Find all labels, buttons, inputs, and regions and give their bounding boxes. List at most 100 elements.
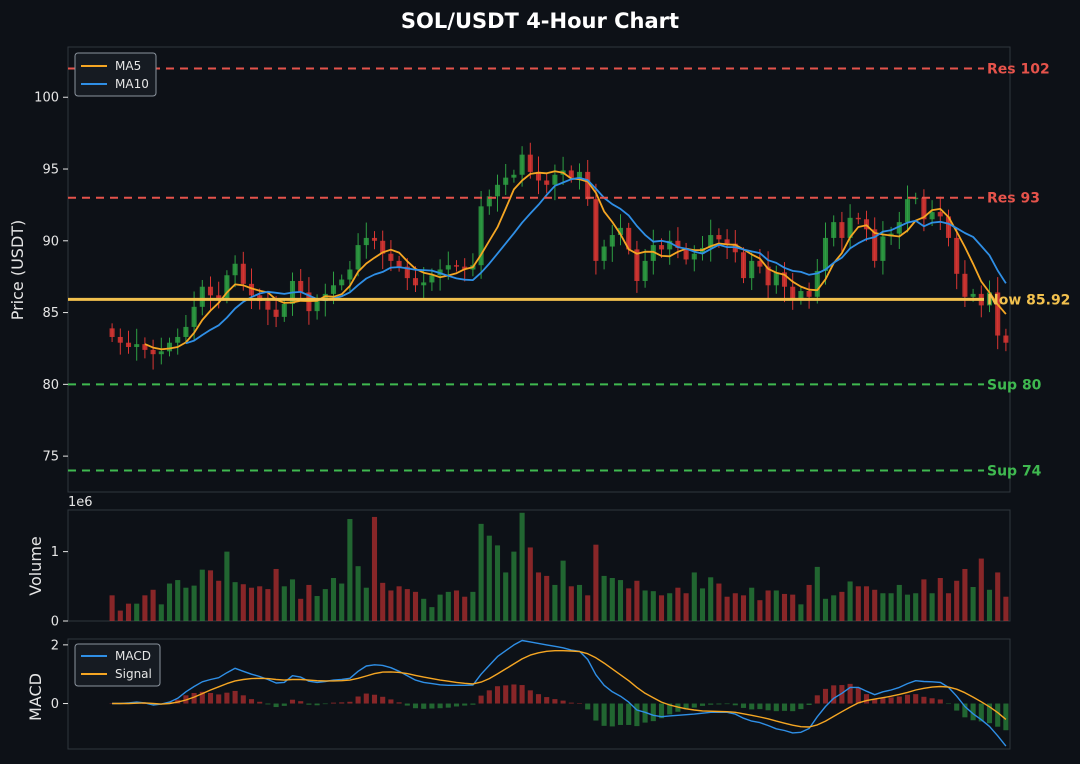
- volume-bar: [347, 519, 353, 621]
- volume-bar: [904, 594, 911, 621]
- volume-bar: [757, 600, 763, 621]
- macd-histogram-bar: [814, 695, 820, 704]
- macd-histogram-bar: [142, 703, 148, 705]
- candle-body: [281, 303, 287, 317]
- candle-body: [224, 275, 230, 299]
- candle-body: [617, 227, 624, 236]
- candle-body: [945, 216, 952, 238]
- macd-histogram-bar: [978, 703, 984, 722]
- volume-bar: [421, 598, 427, 621]
- macd-tick-label: 0: [51, 697, 59, 712]
- macd-histogram-bar: [150, 703, 156, 705]
- volume-bar: [470, 591, 476, 621]
- candle-body: [880, 236, 886, 261]
- candle-body: [125, 342, 132, 348]
- macd-histogram-bar: [240, 695, 246, 704]
- price-tick-label: 80: [42, 378, 59, 393]
- candle-body: [822, 237, 829, 271]
- price-legend-box: [74, 52, 157, 97]
- volume-bar: [658, 595, 665, 621]
- volume-bar: [207, 570, 214, 621]
- candle-body: [937, 212, 943, 217]
- volume-bar: [265, 589, 271, 621]
- candle-body: [847, 217, 853, 238]
- volume-bar: [576, 584, 583, 621]
- candle-body: [478, 206, 484, 266]
- volume-bar: [691, 572, 697, 621]
- volume-bar: [257, 586, 263, 621]
- price-panel-frame: [67, 46, 1011, 493]
- volume-bar: [806, 584, 812, 621]
- volume-bar: [609, 577, 615, 621]
- resistance-level-label: Res 93: [987, 191, 1040, 207]
- macd-histogram-bar: [929, 698, 935, 704]
- volume-bar: [732, 593, 738, 621]
- candle-body: [511, 174, 517, 178]
- macd-histogram-bar: [585, 703, 591, 710]
- volume-bar: [716, 583, 722, 621]
- volume-bar: [396, 586, 402, 621]
- volume-bar: [822, 598, 829, 621]
- macd-histogram-bar: [954, 703, 960, 711]
- macd-histogram-bar: [216, 694, 222, 704]
- candle-body: [773, 272, 779, 286]
- macd-histogram-bar: [699, 703, 706, 706]
- macd-histogram-bar: [199, 691, 205, 704]
- macd-histogram-bar: [519, 685, 525, 704]
- volume-bar: [306, 584, 312, 621]
- candle-body: [790, 286, 796, 300]
- volume-bar: [158, 604, 164, 621]
- candle-body: [929, 212, 935, 220]
- candle-body: [691, 253, 697, 260]
- candle-body: [248, 283, 255, 296]
- volume-bar: [863, 586, 870, 621]
- volume-bar: [248, 587, 255, 621]
- macd-histogram-bar: [986, 703, 993, 724]
- candle-body: [716, 235, 722, 240]
- macd-histogram-bar: [298, 701, 304, 704]
- macd-histogram-bar: [732, 703, 738, 706]
- volume-bar: [380, 582, 386, 621]
- macd-histogram-bar: [462, 703, 468, 706]
- candle-body: [675, 240, 681, 248]
- macd-histogram-bar: [921, 696, 927, 704]
- volume-bar: [175, 580, 181, 621]
- candle-body: [371, 237, 378, 241]
- candle-body: [421, 282, 427, 286]
- volume-bar: [937, 577, 943, 621]
- macd-histogram-bar: [412, 703, 419, 709]
- candle-body: [962, 273, 968, 297]
- candle-body: [486, 196, 492, 207]
- candle-body: [642, 260, 648, 281]
- macd-histogram-bar: [937, 699, 943, 704]
- volume-bar: [896, 584, 902, 621]
- volume-bar: [404, 589, 410, 621]
- macd-histogram-bar: [781, 703, 788, 711]
- candle-body: [568, 170, 574, 178]
- candle-body: [667, 240, 673, 250]
- price-axis-label: Price (USDT): [8, 220, 27, 321]
- candle-body: [552, 174, 558, 185]
- volume-bar: [781, 593, 788, 621]
- macd-histogram-bar: [995, 703, 1001, 727]
- candle-body: [396, 260, 402, 267]
- volume-bar: [199, 569, 205, 621]
- candle-body: [380, 240, 386, 254]
- candle-body: [863, 219, 870, 230]
- volume-bar: [339, 583, 345, 621]
- candle-body: [453, 265, 460, 267]
- macd-panel: 0 2 MACD Signal: [51, 638, 1011, 750]
- candle-body: [330, 285, 337, 294]
- macd-histogram-bar: [970, 703, 976, 721]
- candle-body: [347, 269, 353, 280]
- legend-label-signal: Signal: [115, 667, 152, 681]
- macd-histogram-bar: [888, 697, 894, 704]
- volume-bar: [724, 596, 730, 621]
- macd-histogram-bar: [962, 703, 968, 718]
- candle-body: [921, 197, 927, 220]
- volume-bar: [183, 587, 189, 621]
- volume-bar: [880, 593, 886, 621]
- volume-bar: [634, 580, 640, 621]
- macd-histogram-bar: [691, 703, 697, 708]
- macd-tick-label: 2: [51, 638, 59, 653]
